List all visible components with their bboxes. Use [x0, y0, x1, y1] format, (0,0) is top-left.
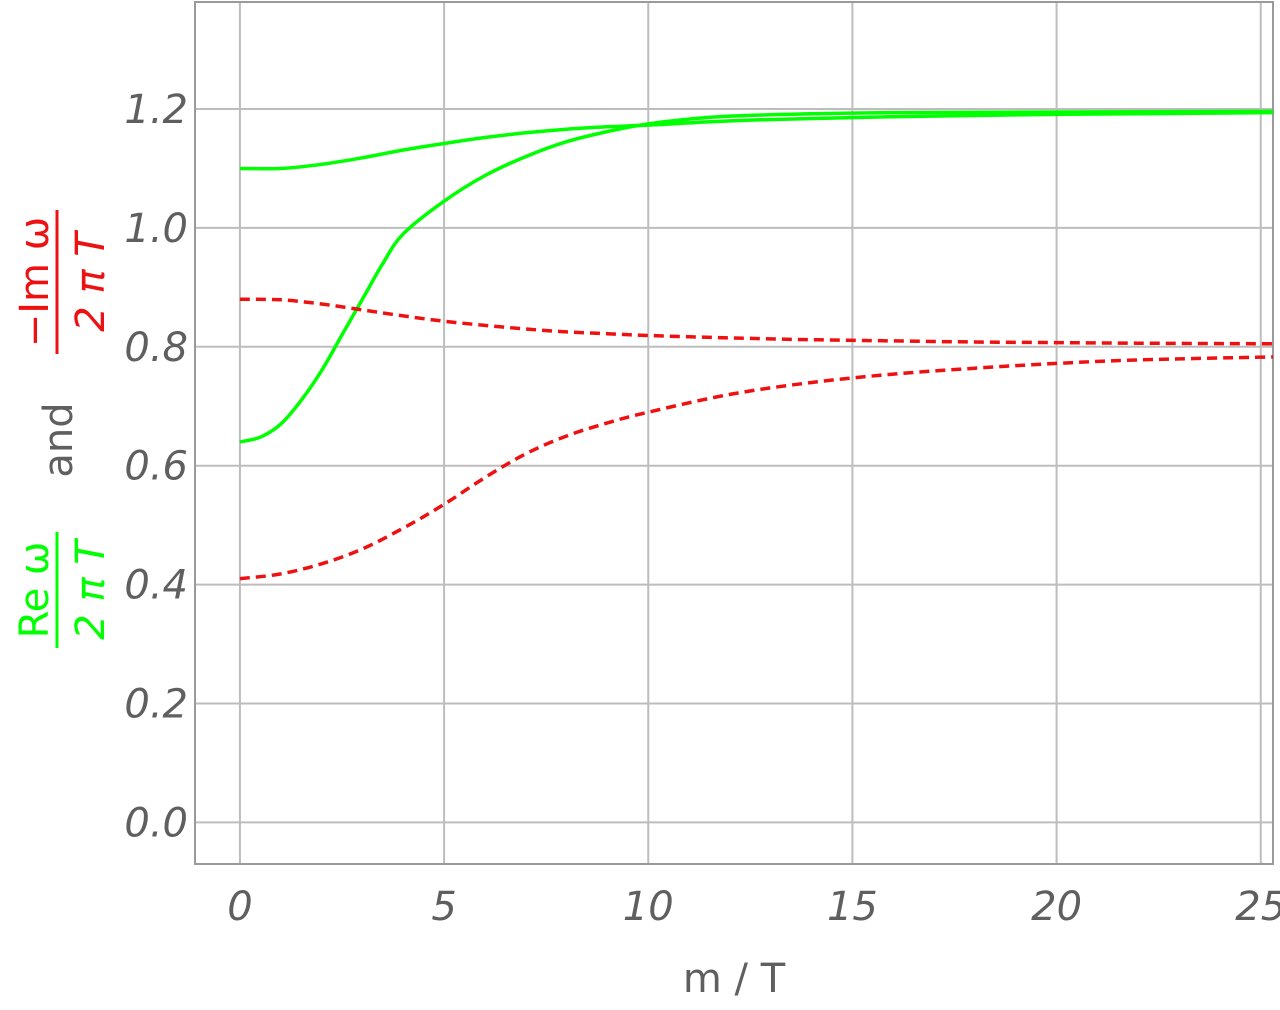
- and-connector: and: [36, 402, 82, 477]
- y-tick-label: 0.6: [124, 444, 188, 490]
- grid-lines: [195, 2, 1273, 864]
- re-omega-fraction: Re ω 2 π T: [12, 532, 114, 648]
- im-fraction-numerator: −Im ω: [12, 217, 58, 348]
- re-fraction-denominator: 2 π T: [68, 537, 114, 640]
- y-axis-label: Re ω 2 π T and −Im ω 2 π T: [12, 210, 114, 648]
- y-tick-label: 0.8: [124, 325, 188, 371]
- y-tick-label: 1.0: [124, 206, 188, 252]
- im-fraction-denominator: 2 π T: [68, 229, 114, 332]
- re-fraction-numerator: Re ω: [12, 542, 58, 639]
- x-tick-label: 5: [431, 884, 456, 930]
- x-tick-label: 20: [1031, 884, 1082, 930]
- re-omega-series-line-2: [239, 109, 1274, 444]
- series-lines: [239, 109, 1274, 581]
- x-tick-label: 10: [623, 884, 674, 930]
- x-tick-label: 15: [827, 884, 878, 930]
- re-omega-series-line-1: [239, 110, 1274, 171]
- y-tick-label: 0.2: [124, 681, 188, 727]
- im-omega-series-line-3: [239, 297, 1274, 346]
- x-tick-label: 0: [227, 884, 252, 930]
- x-axis-label: m / T: [683, 956, 786, 1002]
- y-tick-label: 0.4: [124, 563, 188, 609]
- y-tick-label: 1.2: [124, 87, 188, 133]
- and-label: and: [36, 402, 82, 477]
- x-tick-label: 25: [1235, 884, 1280, 930]
- im-omega-fraction: −Im ω 2 π T: [12, 210, 114, 354]
- tick-labels: 0 5 10 15 20 25 0.0 0.2 0.4 0.6 0.8 1.0 1.2: [124, 87, 1280, 930]
- im-omega-series-line-4: [239, 355, 1274, 581]
- plot-frame: [194, 1, 1274, 865]
- y-tick-label: 0.0: [124, 800, 188, 846]
